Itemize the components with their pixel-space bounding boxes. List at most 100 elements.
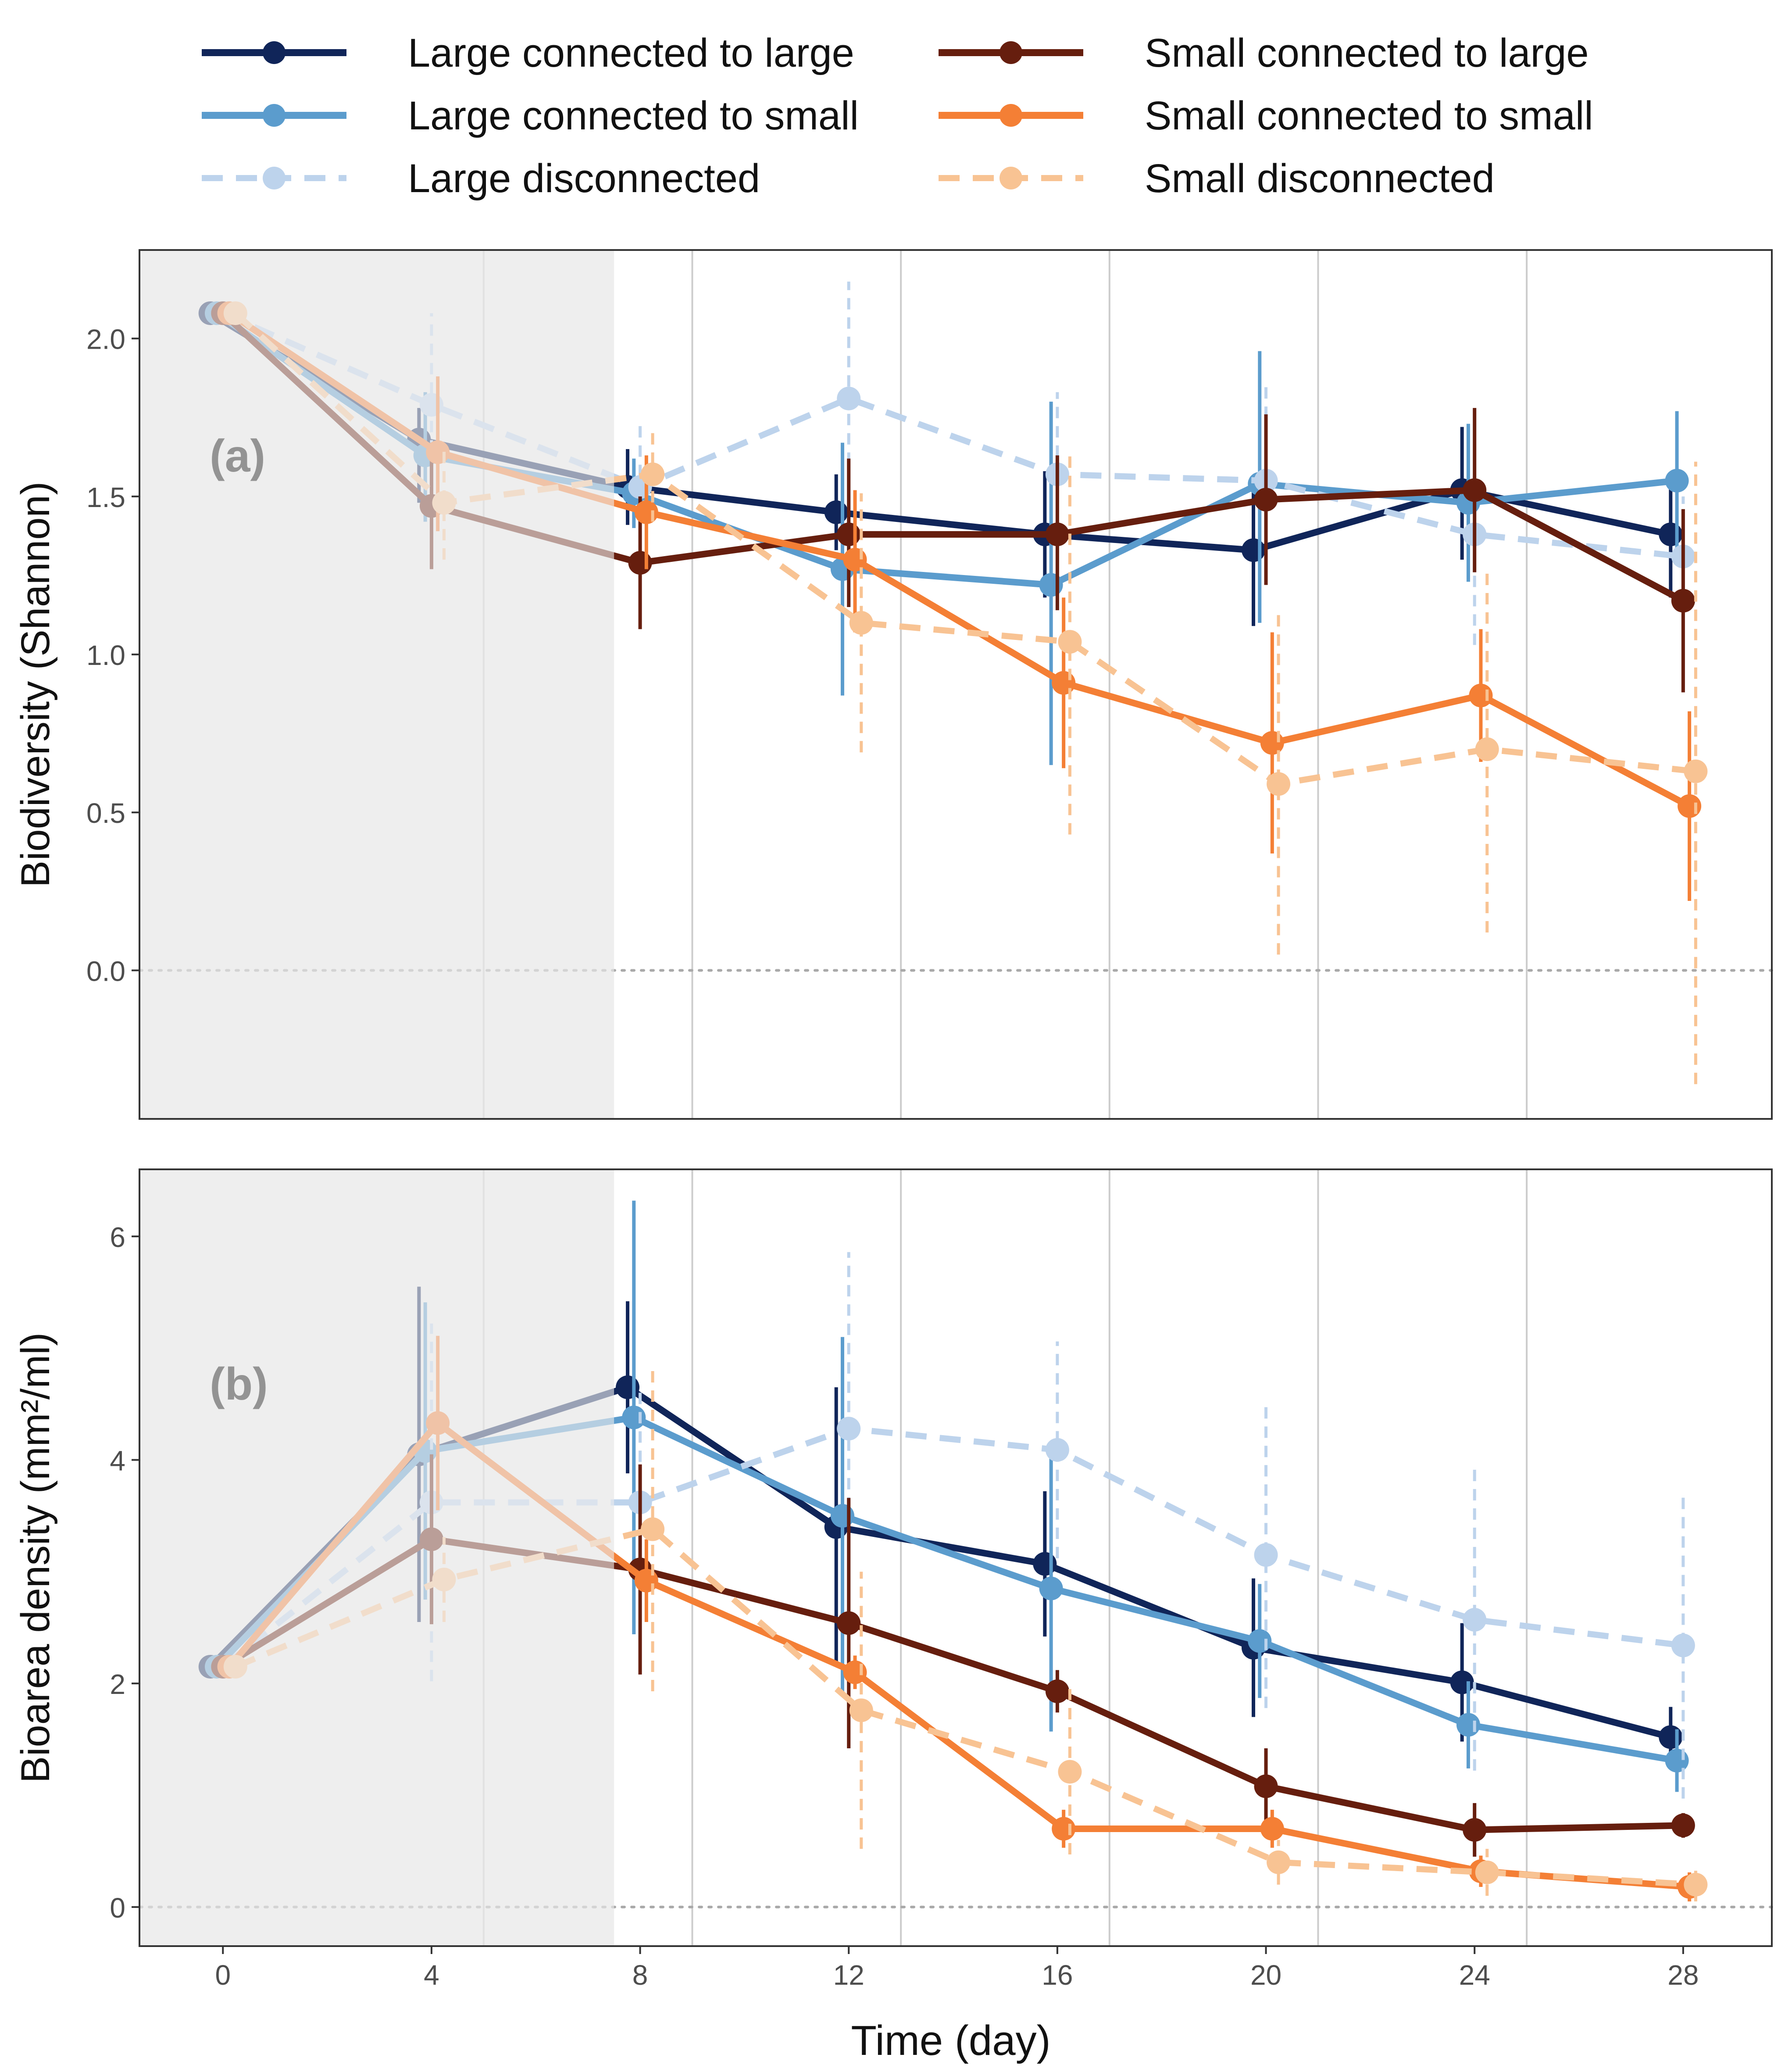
data-point — [1671, 589, 1695, 613]
data-point — [1463, 1608, 1487, 1632]
legend-swatch-marker — [1000, 41, 1022, 64]
data-point — [1463, 478, 1487, 502]
data-point — [837, 1611, 861, 1635]
data-point — [1058, 1760, 1082, 1784]
legend-item-sdisc: Small disconnected — [939, 156, 1495, 201]
legend-swatch-marker — [263, 167, 286, 189]
y-tick-label: 0.5 — [86, 797, 125, 829]
legend-label: Large connected to small — [408, 93, 859, 138]
acclimation-fade — [139, 1169, 614, 1946]
data-point — [1684, 759, 1708, 783]
legend-label: Large disconnected — [408, 156, 760, 201]
x-tick-label: 8 — [632, 1959, 648, 1991]
data-point — [1450, 1670, 1474, 1694]
legend-label: Small connected to small — [1145, 93, 1593, 138]
data-point — [1267, 1850, 1291, 1874]
data-point — [1659, 1725, 1683, 1749]
data-point — [1260, 731, 1284, 755]
data-point — [837, 1417, 861, 1441]
data-point — [1463, 1818, 1487, 1842]
data-point — [634, 1568, 658, 1593]
legend-label: Large connected to large — [408, 31, 854, 75]
data-point — [1665, 468, 1689, 493]
legend-swatch-marker — [1000, 104, 1022, 127]
x-axis: 0 4 8 12 16 20 24 28 — [215, 1946, 1699, 1991]
y-tick-label: 1.5 — [86, 482, 125, 513]
y-tick-label: 6 — [110, 1222, 125, 1253]
legend-swatch-marker — [263, 104, 286, 127]
acclimation-fade — [139, 250, 614, 1119]
y-tick-label: 2 — [110, 1668, 125, 1700]
legend-item-ssmall: Small connected to small — [939, 93, 1593, 138]
data-point — [849, 1698, 873, 1722]
data-point — [1248, 1629, 1272, 1653]
data-point — [1045, 1679, 1069, 1704]
panel-border — [139, 249, 1773, 1120]
data-point — [1678, 794, 1702, 818]
data-point — [1045, 1438, 1069, 1462]
data-point — [1456, 1713, 1480, 1737]
data-point — [1475, 1860, 1499, 1884]
legend-item-slarge: Small connected to large — [939, 31, 1589, 75]
data-point — [1052, 1817, 1076, 1841]
data-point — [1254, 488, 1278, 512]
data-point — [641, 462, 665, 486]
series-line — [234, 1526, 1696, 1888]
data-point — [1045, 522, 1069, 547]
y-tick-label: 0 — [110, 1892, 125, 1924]
x-tick-label: 20 — [1250, 1959, 1282, 1991]
x-axis-title: Time (day) — [851, 2017, 1050, 2064]
legend-label: Small connected to large — [1145, 31, 1589, 75]
data-point — [1665, 1748, 1689, 1772]
data-point — [1033, 1552, 1057, 1576]
data-point — [1039, 1576, 1063, 1600]
data-point — [1058, 630, 1082, 654]
data-point — [1254, 1543, 1278, 1567]
x-tick-label: 12 — [833, 1959, 864, 1991]
legend-item-lsmall: Large connected to small — [202, 93, 859, 138]
data-point — [837, 522, 861, 547]
data-point — [1671, 1813, 1695, 1837]
series-line — [221, 310, 1684, 560]
data-point — [628, 551, 652, 575]
data-point — [622, 1405, 646, 1429]
data-point — [1052, 671, 1076, 695]
data-point — [641, 1517, 665, 1541]
data-point — [1469, 683, 1493, 707]
x-tick-label: 24 — [1459, 1959, 1490, 1991]
y-tick-label: 1.0 — [86, 639, 125, 671]
y-tick-label: 0.0 — [86, 955, 125, 987]
y-axis-title: Biodiversity (Shannon) — [13, 482, 58, 888]
legend-item-ldisc: Large disconnected — [202, 156, 760, 201]
data-point — [1039, 573, 1063, 597]
y-tick-label: 2.0 — [86, 324, 125, 355]
data-point — [616, 1375, 640, 1399]
panel-border — [139, 1168, 1773, 1947]
data-point — [1260, 1817, 1284, 1841]
legend-swatch-marker — [1000, 167, 1022, 189]
data-point — [1254, 1774, 1278, 1798]
legend-label: Small disconnected — [1145, 156, 1495, 201]
series-line — [221, 1425, 1684, 1669]
x-tick-label: 28 — [1667, 1959, 1699, 1991]
data-point — [634, 500, 658, 524]
y-axis-title: Bioarea density (mm²/ml) — [13, 1333, 58, 1783]
data-point — [843, 547, 867, 572]
data-point — [843, 1660, 867, 1684]
data-point — [1267, 772, 1291, 796]
data-point — [1659, 522, 1683, 547]
data-point — [837, 386, 861, 411]
data-point — [830, 1504, 854, 1528]
data-point — [1684, 1872, 1708, 1897]
data-point — [1671, 1633, 1695, 1658]
data-point — [1241, 538, 1265, 562]
legend-item-llarge: Large connected to large — [202, 31, 854, 75]
data-point — [849, 611, 873, 635]
y-tick-label: 4 — [110, 1445, 125, 1477]
legend-swatch-marker — [263, 41, 286, 64]
legend: Large connected to large Large connected … — [202, 31, 1593, 201]
x-tick-label: 16 — [1042, 1959, 1073, 1991]
